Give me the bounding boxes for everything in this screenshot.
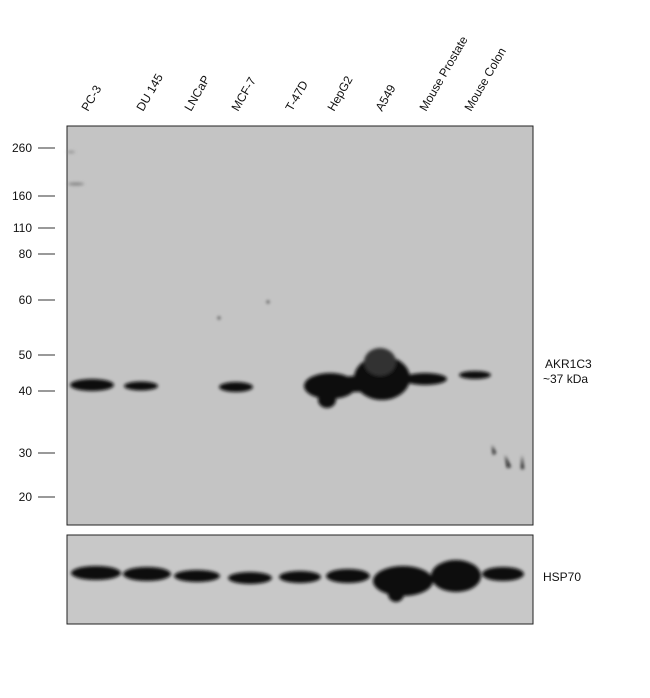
lane-label: A549 xyxy=(372,82,398,114)
main-bands xyxy=(67,151,524,469)
marker-label: 260 xyxy=(12,141,32,155)
main-blot-panel xyxy=(66,125,534,526)
lane-label: DU 145 xyxy=(133,71,166,114)
loading-bands xyxy=(71,560,524,602)
target-size: ~37 kDa xyxy=(543,372,588,386)
marker-label: 160 xyxy=(12,189,32,203)
target-label: AKR1C3 xyxy=(545,357,592,371)
marker-label: 60 xyxy=(19,293,33,307)
lane-label: HepG2 xyxy=(324,73,355,113)
marker-label: 110 xyxy=(13,221,32,235)
marker-label: 80 xyxy=(19,247,33,261)
marker-label: 40 xyxy=(19,384,33,398)
lane-label: MCF-7 xyxy=(228,74,259,113)
marker-label: 20 xyxy=(19,490,33,504)
lane-label: LNCaP xyxy=(181,73,212,114)
lane-label: PC-3 xyxy=(78,83,104,114)
loading-label: HSP70 xyxy=(543,570,581,584)
marker-label: 50 xyxy=(19,348,33,362)
lane-label: T-47D xyxy=(282,78,311,114)
marker-label: 30 xyxy=(19,446,33,460)
lane-label: Mouse Prostate xyxy=(416,33,470,113)
lane-label: Mouse Colon xyxy=(461,45,508,113)
labels: AKR1C3 ~37 kDa HSP70 xyxy=(543,357,592,584)
